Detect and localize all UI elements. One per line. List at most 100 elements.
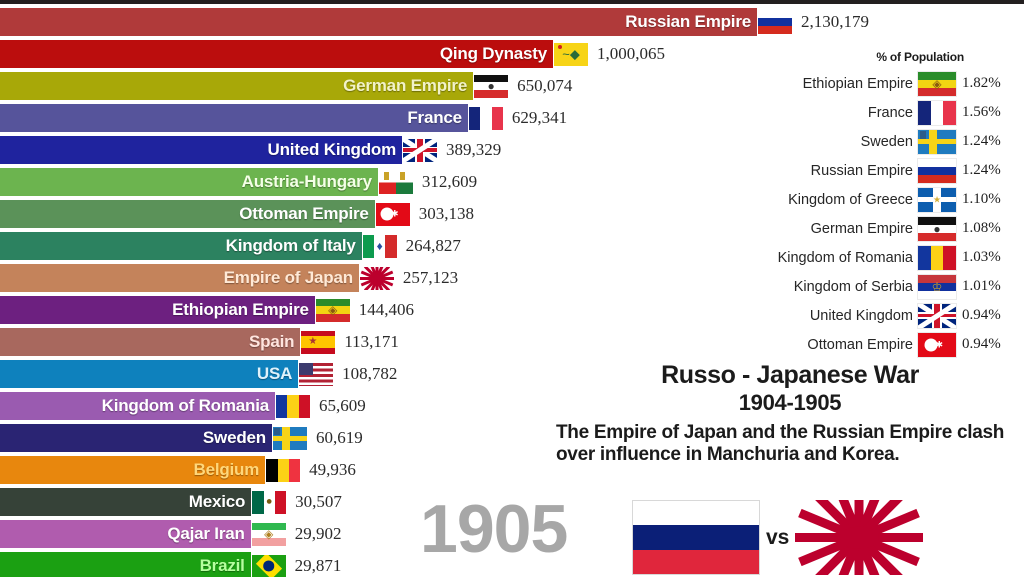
united-kingdom-flag-icon	[402, 137, 438, 163]
ethiopian-empire-flag-icon: ◈	[917, 70, 957, 97]
german-empire-flag-icon: ●	[473, 73, 510, 99]
percent-panel-title: % of Population	[876, 50, 964, 64]
bar-value-label: 629,341	[511, 108, 568, 127]
bar-fill: Kingdom of Italy	[0, 232, 362, 260]
bar-value-label: 65,609	[318, 396, 366, 415]
bar-fill: Russian Empire	[0, 8, 757, 36]
percent-row: Russian Empire 1.24%	[746, 156, 1016, 185]
percent-row-value: 1.08%	[962, 220, 1001, 236]
qing-dynasty-flag-icon: ~◆	[553, 41, 590, 67]
bar-row: United Kingdom 389,329	[0, 136, 501, 164]
bar-fill: Kingdom of Romania	[0, 392, 275, 420]
france-flag-icon	[467, 105, 504, 131]
event-description: The Empire of Japan and the Russian Empi…	[556, 421, 1005, 465]
bar-country-label: German Empire	[343, 76, 468, 95]
bar-country-label: Ottoman Empire	[239, 204, 369, 223]
bar-fill: Spain	[0, 328, 301, 356]
event-title: Russo - Japanese War	[661, 361, 919, 389]
ethiopian-empire-flag-icon: ◈	[314, 297, 351, 323]
empire-of-japan-flag-icon	[358, 265, 395, 291]
bar-row: Austria-Hungary 312,609	[0, 168, 477, 196]
ottoman-empire-flag-icon: ✱	[917, 331, 957, 358]
percent-row-value: 1.10%	[962, 191, 1001, 207]
bar-row: Ottoman Empire ✱ 303,138	[0, 200, 474, 228]
percent-row: France 1.56%	[746, 98, 1016, 127]
bar-fill: Brazil	[0, 552, 251, 577]
percent-row: United Kingdom 0.94%	[746, 301, 1016, 330]
bar-value-label: 389,329	[446, 140, 502, 159]
bar-value-label: 30,507	[295, 492, 342, 511]
percent-row-value: 1.01%	[962, 278, 1001, 294]
percent-row-country: Sweden	[860, 133, 913, 150]
bar-value-label: 29,902	[294, 524, 342, 543]
bar-value-label: 60,619	[315, 428, 363, 447]
kingdom-of-greece-flag-icon: ★	[917, 186, 957, 213]
percent-row-value: 1.24%	[962, 162, 1001, 178]
sweden-flag-icon	[917, 128, 957, 155]
bar-row: Sweden 60,619	[0, 424, 363, 452]
bar-row: France 629,341	[0, 104, 567, 132]
bar-fill: Qing Dynasty	[0, 40, 554, 68]
spain-flag-icon: ★	[300, 329, 337, 355]
percent-row-value: 1.03%	[962, 249, 1001, 265]
bar-fill: Belgium	[0, 456, 266, 484]
bar-row: Empire of Japan 257,123	[0, 264, 458, 292]
percent-row-country: Ottoman Empire	[807, 336, 913, 353]
bar-fill: Austria-Hungary	[0, 168, 378, 196]
event-caption: Russo - Japanese War 1904-1905 The Empir…	[556, 362, 1024, 466]
bar-row: Brazil 29,871	[0, 552, 341, 577]
percent-row-country: Kingdom of Greece	[788, 191, 913, 208]
usa-flag-icon	[298, 361, 335, 387]
united-kingdom-flag-icon	[917, 302, 957, 329]
percent-row-country: Kingdom of Serbia	[793, 278, 913, 295]
belgium-flag-icon	[265, 457, 302, 483]
bar-fill: Empire of Japan	[0, 264, 359, 292]
bar-fill: Ethiopian Empire	[0, 296, 315, 324]
bar-value-label: 144,406	[358, 300, 414, 319]
kingdom-of-romania-flag-icon	[274, 393, 311, 419]
percent-row-country: Kingdom of Romania	[777, 249, 913, 266]
bar-country-label: Qing Dynasty	[439, 44, 548, 63]
kingdom-of-serbia-flag-icon: ♔	[917, 273, 957, 300]
percent-of-population-panel: % of Population Ethiopian Empire ◈ 1.82% Fr…	[746, 50, 1016, 359]
bar-row: Kingdom of Romania 65,609	[0, 392, 366, 420]
percent-row: Sweden 1.24%	[746, 127, 1016, 156]
bar-row: Ethiopian Empire ◈ 144,406	[0, 296, 414, 324]
percent-row-country: Ethiopian Empire	[802, 75, 913, 92]
versus-block: vs	[632, 500, 924, 575]
bar-row: Qajar Iran ◈ 29,902	[0, 520, 341, 548]
japan-rising-sun-flag	[795, 500, 924, 575]
letterbox-bar	[0, 0, 1024, 4]
bar-country-label: Kingdom of Italy	[225, 236, 356, 255]
bar-row: Spain ★ 113,171	[0, 328, 399, 356]
bar-value-label: 108,782	[342, 364, 398, 383]
bar-country-label: France	[407, 108, 462, 127]
percent-row-value: 0.94%	[962, 307, 1001, 323]
kingdom-of-italy-flag-icon: ♦	[361, 233, 398, 259]
bar-country-label: Empire of Japan	[223, 268, 353, 287]
bar-value-label: 312,609	[421, 172, 478, 191]
bar-fill: Qajar Iran	[0, 520, 251, 548]
year-counter: 1905	[420, 491, 568, 567]
ottoman-empire-flag-icon: ✱	[374, 201, 411, 227]
percent-panel-rows: Ethiopian Empire ◈ 1.82% France 1.56% Sweden …	[746, 69, 1016, 359]
brazil-flag-icon	[250, 553, 287, 577]
austria-hungary-flag-icon	[377, 169, 414, 195]
bar-row: Belgium 49,936	[0, 456, 356, 484]
percent-row-value: 1.56%	[962, 104, 1001, 120]
percent-row-country: German Empire	[810, 220, 913, 237]
bar-country-label: Austria-Hungary	[241, 172, 372, 191]
bar-row: Russian Empire 2,130,179	[0, 8, 869, 36]
mexico-flag-icon: ●	[251, 489, 288, 515]
bar-value-label: 303,138	[418, 204, 474, 223]
qajar-iran-flag-icon: ◈	[250, 521, 287, 547]
bar-row: Kingdom of Italy ♦ 264,827	[0, 232, 461, 260]
russia-flag	[632, 500, 760, 575]
bar-row: German Empire ● 650,074	[0, 72, 572, 100]
kingdom-of-romania-flag-icon	[917, 244, 957, 271]
percent-row: Kingdom of Greece ★ 1.10%	[746, 185, 1016, 214]
bar-fill: Sweden	[0, 424, 272, 452]
bar-country-label: Sweden	[202, 428, 266, 447]
percent-row-country: Russian Empire	[810, 162, 913, 179]
